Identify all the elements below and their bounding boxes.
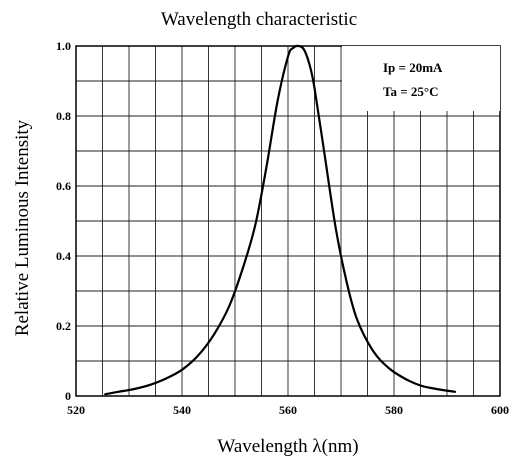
x-tick-label: 600	[491, 403, 509, 417]
annotation-current: Ip = 20mA	[383, 60, 443, 75]
y-tick-label: 0	[65, 389, 71, 403]
annotation-temperature: Ta = 25°C	[383, 84, 438, 99]
x-tick-label: 540	[173, 403, 191, 417]
x-axis-label: Wavelength λ(nm)	[217, 436, 358, 457]
x-tick-label: 560	[279, 403, 297, 417]
x-tick-labels: 520 540 560 580 600	[67, 403, 509, 417]
annotation-box	[342, 46, 500, 111]
y-tick-label: 1.0	[56, 39, 71, 53]
y-tick-label: 0.2	[56, 319, 71, 333]
y-tick-label: 0.6	[56, 179, 71, 193]
chart-title: Wavelength characteristic	[161, 9, 357, 30]
y-tick-label: 0.4	[56, 249, 71, 263]
y-axis-label: Relative Luminous Intensity	[12, 119, 33, 336]
x-tick-label: 580	[385, 403, 403, 417]
y-tick-label: 0.8	[56, 109, 71, 123]
series-line	[104, 44, 457, 396]
plot-frame	[75, 45, 501, 397]
y-tick-labels: 0 0.2 0.4 0.6 0.8 1.0	[56, 39, 71, 403]
x-tick-label: 520	[67, 403, 85, 417]
